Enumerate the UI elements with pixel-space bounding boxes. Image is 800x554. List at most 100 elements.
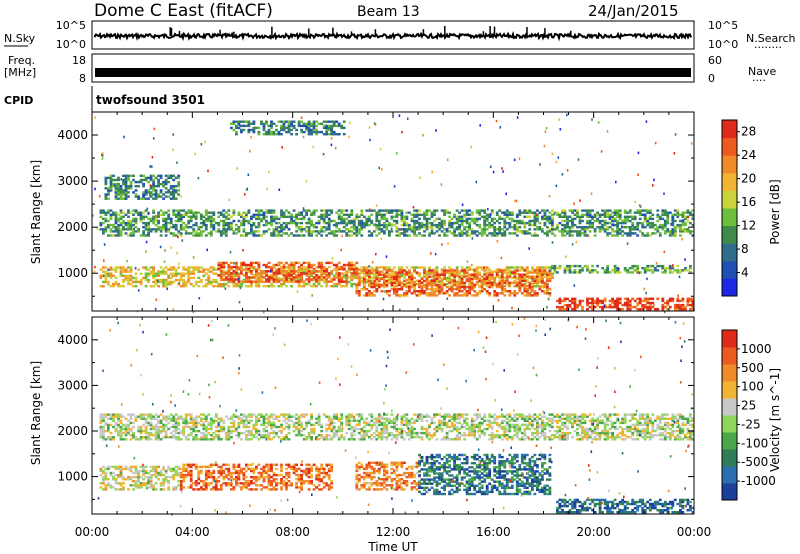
power-cell (132, 223, 135, 227)
power-cell (388, 266, 391, 269)
power-cell (133, 227, 135, 231)
power-cell (583, 234, 587, 237)
power-cell (480, 290, 484, 293)
power-cell (498, 283, 502, 287)
power-cell (182, 268, 186, 271)
power-cell (214, 272, 218, 275)
power-cell (370, 276, 374, 280)
power-cell (581, 267, 584, 270)
power-cell (408, 290, 411, 293)
power-cell (668, 232, 672, 235)
power-cell (257, 126, 261, 130)
power-cell (345, 270, 349, 273)
velocity-cell (172, 415, 176, 418)
power-cell (525, 273, 529, 276)
velocity-cell (207, 413, 211, 416)
power-cell (400, 215, 404, 218)
power-cell (204, 272, 208, 275)
power-cell (187, 266, 191, 269)
power-cell (646, 209, 650, 212)
power-cell (275, 226, 278, 229)
power-cell (410, 272, 414, 275)
power-cell (347, 270, 351, 273)
power-cell (463, 215, 466, 218)
power-cell (187, 280, 191, 284)
power-cell (267, 270, 271, 273)
power-cell (320, 122, 324, 125)
power-cell (367, 279, 371, 283)
power-cell (681, 297, 685, 300)
power-cell (465, 221, 469, 225)
velocity-cell (152, 415, 155, 418)
velocity-cell (102, 436, 105, 439)
power-cell (586, 308, 589, 311)
power-cell (508, 290, 512, 293)
power-cell (262, 223, 266, 227)
power-cell (636, 264, 640, 268)
power-cell (154, 280, 158, 284)
power-cell (295, 234, 298, 237)
power-cell (628, 211, 632, 214)
power-cell (663, 271, 667, 274)
power-cell (441, 243, 443, 246)
power-cell (109, 285, 113, 288)
power-cell (305, 261, 308, 265)
power-cell (433, 209, 436, 212)
power-cell (490, 234, 494, 237)
velocity-cell (219, 417, 223, 420)
velocity-cell (184, 438, 188, 441)
power-cell (340, 221, 344, 225)
velocity-cell (174, 429, 178, 433)
power-cell (518, 288, 522, 291)
power-cell (518, 213, 522, 216)
power-cell (398, 271, 401, 274)
power-cell (117, 285, 120, 288)
velocity-cell (147, 434, 150, 437)
power-cell (520, 292, 524, 295)
power-cell (383, 279, 386, 283)
power-cell (250, 135, 252, 139)
power-cell (473, 275, 477, 278)
power-cell (520, 268, 524, 271)
power-cell (149, 230, 153, 233)
power-cell (282, 215, 286, 218)
power-cell (571, 230, 574, 233)
power-cell (446, 158, 449, 161)
power-cell (272, 272, 276, 275)
power-cell (124, 189, 128, 192)
power-cell (174, 278, 178, 282)
power-cell (192, 213, 196, 216)
power-cell (255, 274, 258, 277)
power-cell (235, 272, 238, 275)
power-cell (433, 279, 436, 283)
power-cell (646, 211, 650, 214)
power-cell (538, 285, 542, 289)
power-cell (265, 122, 268, 125)
power-cell (217, 285, 221, 288)
power-cell (445, 269, 449, 272)
velocity-cell (172, 434, 176, 437)
velocity-cell (149, 421, 153, 425)
velocity-cell (109, 431, 113, 435)
power-cell (661, 303, 665, 307)
power-cell (109, 217, 113, 221)
power-cell (533, 275, 537, 278)
power-cell (525, 288, 529, 291)
power-cell (520, 230, 524, 233)
power-cell (285, 278, 288, 281)
power-cell (287, 124, 291, 128)
power-cell (282, 122, 286, 125)
power-cell (167, 230, 171, 233)
power-cell (475, 292, 479, 295)
power-cell (357, 292, 361, 295)
power-cell (588, 209, 592, 212)
power-cell (470, 217, 474, 221)
power-cell (465, 232, 469, 235)
velocity-cell (132, 413, 135, 416)
power-cell (430, 221, 434, 225)
velocity-cell (194, 415, 198, 418)
power-cell (265, 223, 268, 227)
power-cell (410, 228, 414, 231)
power-cell (267, 261, 271, 265)
